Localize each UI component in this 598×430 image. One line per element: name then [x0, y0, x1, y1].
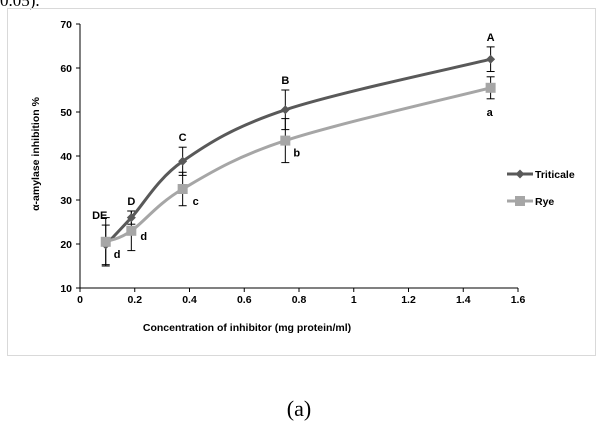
x-tick-label: 0 — [77, 294, 83, 306]
triticale-point — [280, 105, 290, 115]
rye-point — [485, 82, 496, 93]
x-tick-label: 0.8 — [292, 294, 307, 306]
y-tick-label: 60 — [60, 63, 72, 75]
triticale-significance-label: A — [487, 32, 495, 44]
x-axis-label: Concentration of inhibitor (mg protein/m… — [143, 322, 351, 334]
y-tick-label: 40 — [60, 151, 72, 163]
series-markers — [100, 54, 496, 250]
triticale-significance-label: B — [281, 75, 289, 87]
rye-significance-label: d — [140, 231, 147, 243]
line-chart: 0 0.2 0.4 0.6 0.8 1 1.2 1.4 1.6 10 20 30 40 50 60 70 DE… — [30, 19, 575, 334]
y-tick-label: 20 — [60, 239, 72, 251]
y-tick-label: 10 — [60, 283, 72, 295]
rye-point — [177, 184, 188, 194]
rye-point — [280, 135, 291, 146]
rye-significance-label: d — [114, 249, 121, 261]
triticale-significance-label: C — [179, 132, 187, 144]
triticale-legend-marker — [515, 169, 525, 179]
top-text-fragment: 0.05). — [0, 0, 40, 10]
y-tick-label: 30 — [60, 195, 72, 207]
y-tick-label: 50 — [60, 107, 72, 119]
x-tick-label: 0.6 — [237, 294, 252, 306]
triticale-significance-label: D — [127, 196, 135, 208]
chart-axes: 0 0.2 0.4 0.6 0.8 1 1.2 1.4 1.6 10 20 30 40 50 60 70 — [60, 19, 525, 306]
y-axis-label: α-amylase inhibition % — [30, 96, 42, 210]
triticale-point — [126, 213, 136, 223]
rye-legend-marker — [515, 196, 525, 206]
rye-point — [126, 225, 137, 236]
rye-significance-label: c — [193, 196, 199, 208]
x-tick-label: 1 — [351, 294, 357, 306]
x-tick-label: 1.6 — [511, 294, 526, 306]
rye-point — [100, 236, 111, 247]
chart-frame: 0 0.2 0.4 0.6 0.8 1 1.2 1.4 1.6 10 20 30 40 50 60 70 DE… — [7, 8, 596, 356]
x-tick-label: 1.4 — [456, 294, 471, 306]
triticale-point — [178, 156, 188, 166]
rye-significance-label: b — [293, 148, 300, 160]
y-tick-label: 70 — [60, 19, 72, 31]
x-tick-label: 0.4 — [182, 294, 197, 306]
significance-labels: DE D C B Ad d c b a — [92, 32, 495, 261]
triticale-line — [104, 57, 491, 246]
triticale-significance-label: DE — [92, 210, 107, 222]
x-tick-label: 1.2 — [401, 294, 416, 306]
figure-caption: (a) — [286, 396, 312, 421]
rye-line — [105, 86, 491, 244]
triticale-point — [486, 54, 496, 64]
rye-legend-label: Rye — [535, 196, 554, 208]
rye-significance-label: a — [487, 107, 494, 119]
x-tick-label: 0.2 — [127, 294, 142, 306]
chart-legend: Triticale Rye — [507, 169, 575, 208]
triticale-legend-label: Triticale — [535, 169, 575, 181]
